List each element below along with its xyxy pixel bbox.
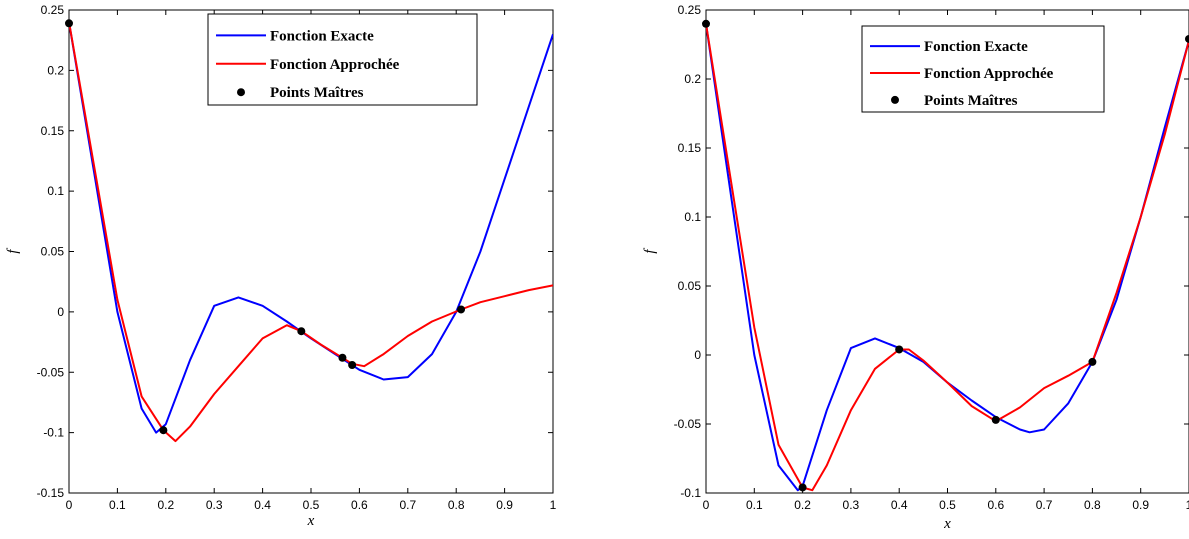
master-point	[798, 483, 807, 492]
master-point	[159, 426, 168, 435]
x-tick-label: 0.2	[794, 498, 811, 512]
legend-label: Fonction Exacte	[270, 28, 374, 44]
chart-1: 0 0.1 0.2 0.3 0.4 0.5 0.6 0.7 0.8 0.9 1 -0.15 -0.1 -0…	[5, 3, 557, 529]
x-tick-label: 0.1	[746, 498, 763, 512]
x-tick-label: 1	[550, 498, 557, 512]
master-point	[702, 19, 710, 28]
y-tick-label: 0.15	[41, 124, 65, 138]
x-tick-label: 0	[66, 498, 73, 512]
y-tick-label: 0	[694, 348, 701, 362]
master-point	[991, 415, 1000, 424]
legend-label: Points Maîtres	[924, 93, 1018, 109]
master-point	[348, 361, 357, 370]
x-tick-label: 0.4	[891, 498, 908, 512]
x-axis-label: x	[943, 516, 951, 532]
y-tick-label: -0.1	[680, 486, 701, 500]
legend-label: Fonction Approchée	[924, 66, 1054, 82]
legend: Fonction Exacte Fonction Approchée Points …	[207, 13, 478, 106]
x-tick-label: 0.7	[399, 498, 416, 512]
y-tick-label: 0.25	[41, 3, 65, 17]
legend-label: Fonction Approchée	[270, 57, 400, 73]
x-tick-label: 0.4	[254, 498, 271, 512]
legend-swatch	[891, 95, 899, 104]
x-tick-label: 0.5	[939, 498, 956, 512]
x-tick-label: 0.8	[1084, 498, 1101, 512]
x-tick-label: 0.8	[448, 498, 465, 512]
y-tick-label: 0.1	[684, 210, 701, 224]
master-point	[338, 353, 347, 362]
x-axis-label: x	[307, 513, 315, 529]
x-tick-label: 0.3	[843, 498, 860, 512]
legend-label: Points Maîtres	[270, 85, 364, 101]
y-tick-label: 0.05	[41, 245, 65, 259]
legend-label: Fonction Exacte	[924, 39, 1028, 55]
y-tick-label: -0.15	[37, 486, 65, 500]
y-axis-label: f	[5, 248, 21, 254]
x-tick-label: 0.7	[1036, 498, 1053, 512]
y-tick-label: 0.25	[678, 3, 702, 17]
x-tick-label: 0	[703, 498, 710, 512]
legend-swatch	[237, 88, 245, 97]
series-approx-line	[706, 23, 1189, 492]
y-tick-label: -0.05	[674, 417, 702, 431]
y-tick-label: -0.05	[37, 365, 65, 379]
legend-box	[861, 25, 1105, 113]
y-tick-label: 0.2	[47, 63, 64, 77]
chart-2: 0 0.1 0.2 0.3 0.4 0.5 0.6 0.7 0.8 0.9 1 -0.1 -0.05 0 0…	[642, 3, 1189, 532]
master-point	[65, 19, 73, 28]
master-point	[895, 345, 904, 354]
y-tick-label: 0.1	[47, 184, 64, 198]
master-point	[457, 305, 466, 314]
legend-box	[207, 13, 478, 106]
x-tick-label: 1	[1186, 498, 1189, 512]
master-point	[297, 327, 306, 336]
x-tick-label: 0.6	[987, 498, 1004, 512]
y-tick-label: 0	[57, 305, 64, 319]
y-tick-label: 0.15	[678, 141, 702, 155]
legend: Fonction Exacte Fonction Approchée Points …	[861, 25, 1105, 113]
y-tick-label: 0.05	[678, 279, 702, 293]
x-tick-label: 0.3	[206, 498, 223, 512]
x-tick-label: 0.1	[109, 498, 126, 512]
x-tick-label: 0.2	[157, 498, 174, 512]
x-tick-label: 0.5	[303, 498, 320, 512]
x-tick-label: 0.6	[351, 498, 368, 512]
y-axis-label: f	[642, 248, 658, 254]
master-point	[1185, 34, 1189, 43]
x-tick-label: 0.9	[496, 498, 513, 512]
master-point	[1088, 357, 1097, 366]
x-tick-label: 0.9	[1132, 498, 1149, 512]
y-tick-label: -0.1	[43, 426, 64, 440]
y-tick-label: 0.2	[684, 72, 701, 86]
